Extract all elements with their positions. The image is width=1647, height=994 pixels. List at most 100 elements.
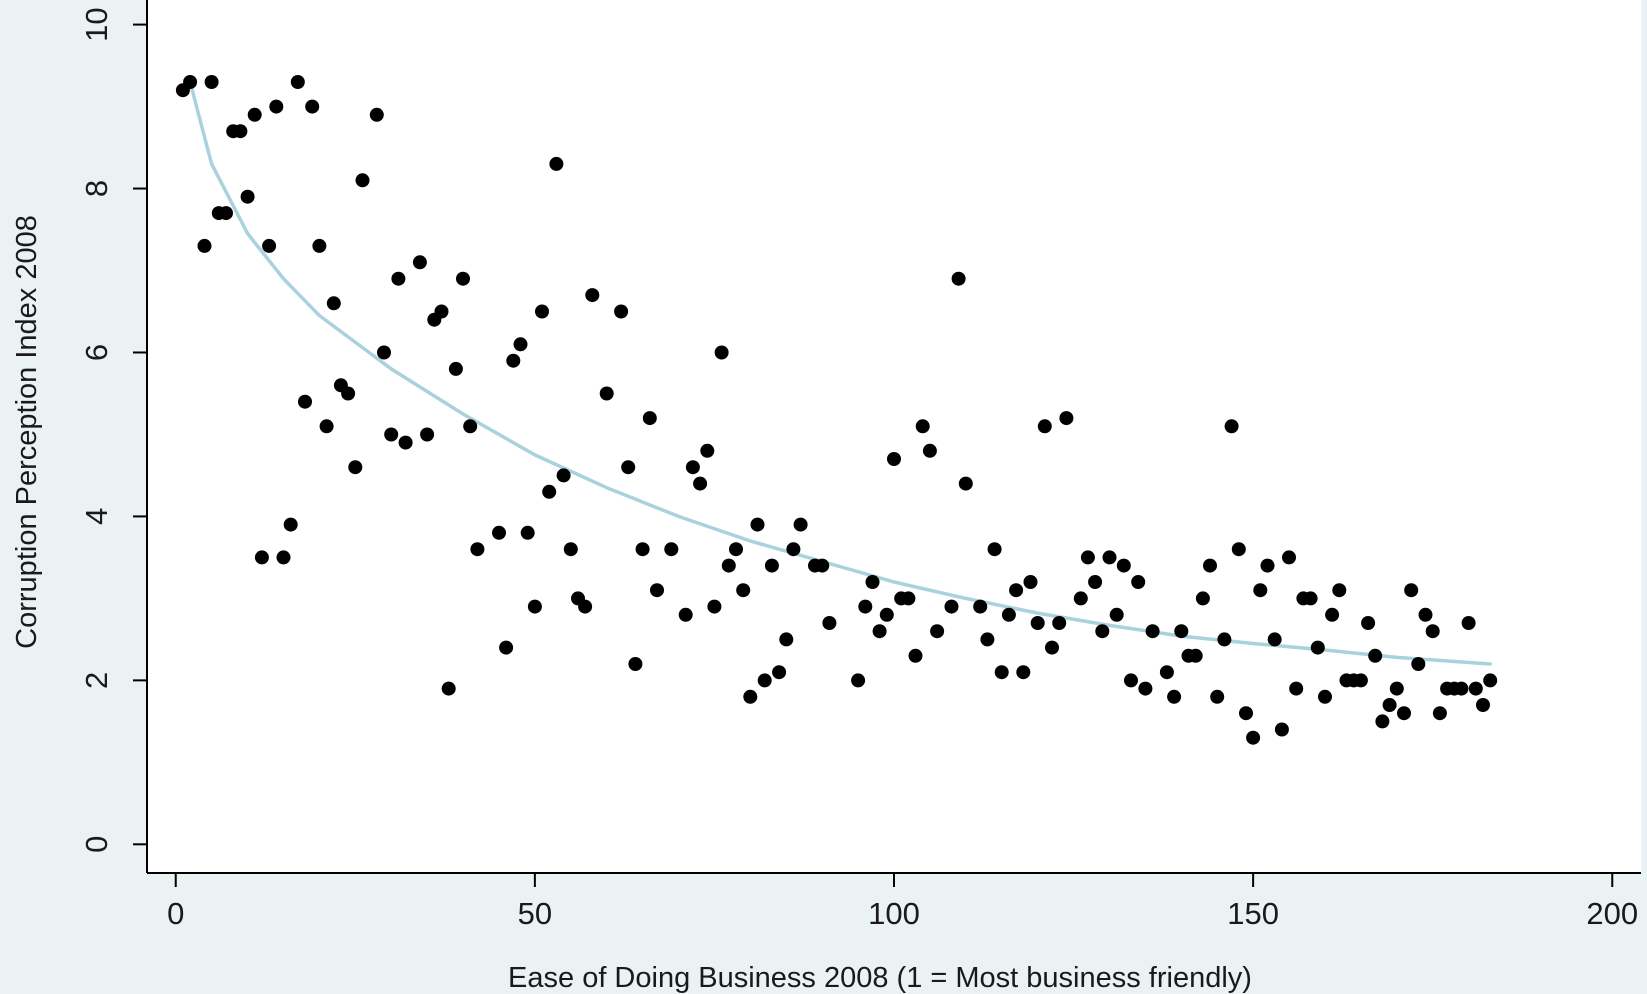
y-tick-label: 4 xyxy=(79,508,114,525)
data-point xyxy=(650,583,664,598)
data-point xyxy=(879,607,894,622)
data-point xyxy=(355,173,370,188)
data-point xyxy=(1382,698,1397,712)
data-point xyxy=(1210,689,1225,704)
data-point xyxy=(262,238,277,253)
data-point xyxy=(1303,591,1318,606)
data-point xyxy=(348,460,363,475)
data-point xyxy=(470,542,485,557)
data-point xyxy=(1188,648,1203,663)
data-point xyxy=(599,386,614,401)
data-point xyxy=(240,189,255,204)
data-point xyxy=(1203,558,1217,573)
data-point xyxy=(1389,681,1404,696)
data-point xyxy=(887,452,901,466)
data-point xyxy=(384,427,399,442)
data-point xyxy=(951,271,966,286)
data-point xyxy=(556,468,571,483)
data-point xyxy=(772,665,787,680)
data-point xyxy=(1138,681,1153,696)
data-point xyxy=(319,419,334,434)
data-point xyxy=(420,427,435,442)
data-point xyxy=(707,599,722,614)
data-point xyxy=(1023,575,1038,589)
data-point xyxy=(1425,624,1440,639)
y-tick-label: 0 xyxy=(79,836,114,853)
data-point xyxy=(1145,624,1160,639)
plot-area xyxy=(147,0,1641,873)
data-point xyxy=(750,517,765,532)
data-point xyxy=(563,542,578,557)
data-point xyxy=(1253,583,1268,598)
x-tick-label: 150 xyxy=(1227,896,1279,931)
data-point xyxy=(1109,607,1124,622)
data-point xyxy=(628,657,643,671)
data-point xyxy=(1088,575,1103,589)
data-point xyxy=(441,681,456,696)
data-point xyxy=(922,443,937,458)
data-point xyxy=(1483,673,1498,688)
data-point xyxy=(1361,616,1376,630)
data-point xyxy=(786,542,801,557)
data-point xyxy=(520,525,535,540)
data-point xyxy=(1282,550,1296,565)
data-point xyxy=(398,435,413,450)
data-point xyxy=(1030,616,1045,630)
data-point xyxy=(678,607,693,622)
data-point xyxy=(1131,575,1146,589)
data-point xyxy=(269,99,284,114)
data-point xyxy=(1411,657,1426,671)
data-point xyxy=(621,460,636,475)
y-axis-title: Corruption Perception Index 2008 xyxy=(11,215,43,649)
data-point xyxy=(973,599,988,614)
data-point xyxy=(283,517,298,532)
data-point xyxy=(527,599,542,614)
data-point xyxy=(642,411,657,426)
data-point xyxy=(958,476,973,491)
data-point xyxy=(298,394,312,409)
data-point xyxy=(1432,706,1447,721)
y-tick-label: 8 xyxy=(79,180,114,197)
data-point xyxy=(1059,411,1074,426)
data-point xyxy=(1375,714,1390,729)
data-point xyxy=(1325,607,1340,622)
data-point xyxy=(1016,665,1031,680)
data-point xyxy=(1397,706,1411,721)
data-point xyxy=(183,75,198,89)
data-point xyxy=(305,99,320,114)
data-point xyxy=(664,542,679,557)
data-point xyxy=(312,238,327,253)
data-point xyxy=(729,542,743,557)
data-point xyxy=(1009,583,1024,598)
data-point xyxy=(865,575,880,589)
data-point xyxy=(197,238,212,253)
data-point xyxy=(1353,673,1368,688)
data-point xyxy=(908,648,923,663)
data-point xyxy=(858,599,873,614)
data-point xyxy=(499,640,514,655)
data-point xyxy=(377,345,391,360)
data-point xyxy=(1368,648,1383,663)
data-point xyxy=(1124,673,1138,688)
y-tick-label: 6 xyxy=(79,344,114,361)
data-point xyxy=(585,288,600,303)
data-point xyxy=(793,517,808,532)
data-point xyxy=(764,558,779,573)
data-point xyxy=(412,255,427,270)
data-point xyxy=(1239,706,1253,721)
data-point xyxy=(872,624,887,639)
data-point xyxy=(578,599,593,614)
data-point xyxy=(1274,722,1289,737)
data-point xyxy=(247,107,262,122)
data-point xyxy=(851,673,866,688)
x-axis-title: Ease of Doing Business 2008 (1 = Most bu… xyxy=(508,962,1252,994)
data-point xyxy=(1116,558,1131,573)
data-point xyxy=(204,75,219,89)
data-point xyxy=(614,304,629,319)
ticks-layer: 0 50 100 150 200 0 2 4 6 8 10 xyxy=(79,7,1638,931)
data-point xyxy=(1195,591,1210,606)
data-point xyxy=(219,206,233,221)
data-point xyxy=(930,624,945,639)
data-point xyxy=(1001,607,1016,622)
